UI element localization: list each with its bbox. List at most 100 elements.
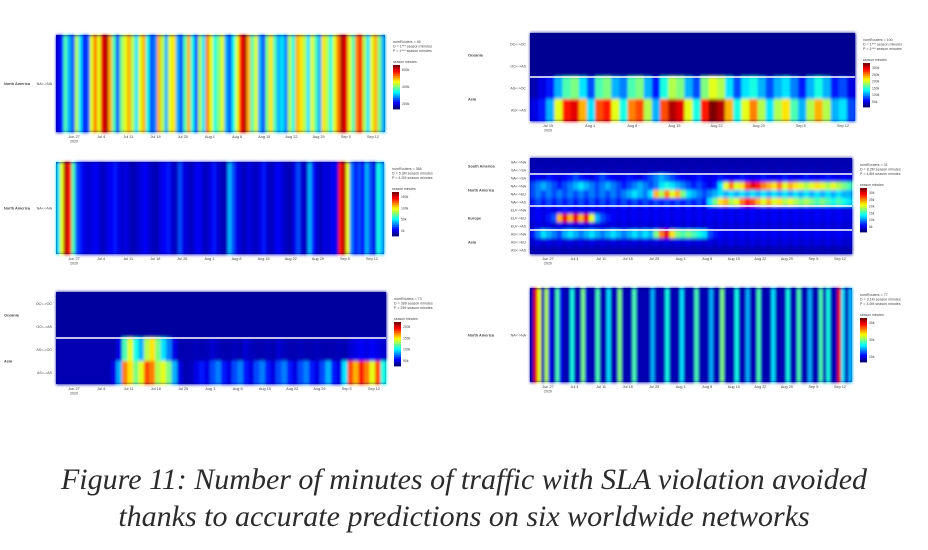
heatmap-cell bbox=[685, 198, 692, 207]
heatmap-cell bbox=[776, 190, 783, 199]
heatmap-cell bbox=[819, 238, 826, 247]
heatmap-cell bbox=[603, 99, 612, 122]
heatmap-cell bbox=[546, 166, 553, 175]
x-tick-label: Jul 4 bbox=[571, 257, 579, 261]
heatmap-cell bbox=[660, 33, 669, 56]
heatmap-cell bbox=[540, 198, 547, 207]
heatmap-multi-region: SA<->NA SA<->SA NA<->SA NA<->NA NA<->EU NA<->… bbox=[464, 152, 928, 270]
heatmap-cell bbox=[621, 166, 628, 175]
heatmap-cell bbox=[685, 206, 692, 215]
heatmap-cell bbox=[755, 158, 762, 167]
heatmap-cell bbox=[639, 288, 645, 383]
heatmap-cell bbox=[803, 238, 810, 247]
heatmap-cell bbox=[619, 33, 629, 56]
heatmap-cell bbox=[578, 246, 585, 255]
heatmap-cell bbox=[287, 35, 293, 133]
heatmap-cell bbox=[358, 35, 364, 133]
heatmap-cell bbox=[567, 246, 574, 255]
colorbar-swatch bbox=[860, 219, 867, 222]
heatmap-cell bbox=[741, 99, 750, 122]
heatmap-cell bbox=[798, 246, 805, 255]
colorbar-swatch bbox=[860, 224, 867, 227]
heatmap-cell bbox=[664, 238, 671, 247]
row-label: SA<->SA bbox=[511, 169, 527, 173]
heatmap-cell bbox=[221, 361, 228, 385]
colorbar-swatch bbox=[860, 334, 867, 337]
annotation-text: numRouters = 46 bbox=[393, 40, 421, 44]
heatmap-cell bbox=[122, 338, 129, 362]
colorbar-tick: 200k bbox=[402, 102, 410, 106]
x-tick-label: Sep 5 bbox=[808, 385, 818, 389]
heatmap-cell bbox=[766, 182, 773, 191]
heatmap-cell bbox=[631, 246, 638, 255]
heatmap-cell bbox=[123, 35, 128, 133]
heatmap-cell bbox=[583, 158, 590, 167]
heatmap-cell bbox=[717, 166, 724, 175]
heatmap-cell bbox=[220, 162, 225, 255]
heatmap-cell bbox=[787, 190, 794, 199]
heatmap-cell bbox=[583, 206, 590, 215]
x-tick-label: Aug 22 bbox=[285, 135, 297, 139]
heatmap-cell bbox=[530, 166, 536, 175]
heatmap-cell bbox=[94, 338, 101, 362]
heatmap-cell bbox=[231, 35, 237, 133]
heatmap-cell bbox=[605, 182, 612, 191]
heatmap-cell bbox=[648, 190, 655, 199]
heatmap-cell bbox=[72, 292, 79, 316]
heatmap-cell bbox=[723, 174, 730, 183]
heatmap-cell bbox=[546, 99, 555, 122]
heatmap-cell bbox=[637, 182, 644, 191]
heatmap-cell bbox=[809, 198, 816, 207]
heatmap-cell bbox=[841, 182, 848, 191]
heatmap-cell bbox=[764, 288, 769, 383]
colorbar-swatch bbox=[863, 68, 870, 71]
heatmap-cell bbox=[806, 33, 815, 56]
heatmap-cell bbox=[610, 206, 617, 215]
heatmap-cell bbox=[155, 292, 162, 316]
colorbar-swatch bbox=[392, 217, 399, 220]
colorbar-swatch bbox=[394, 342, 401, 345]
heatmap-cell bbox=[766, 206, 773, 215]
heatmap-cell bbox=[556, 166, 563, 175]
heatmap-cell bbox=[581, 288, 586, 383]
heatmap-cell bbox=[664, 198, 671, 207]
heatmap-cell bbox=[232, 361, 239, 385]
heatmap-cell bbox=[658, 174, 665, 183]
heatmap-cell bbox=[684, 33, 694, 56]
heatmap-cell bbox=[814, 190, 821, 199]
heatmap-cell bbox=[765, 33, 775, 56]
heatmap-cell bbox=[166, 361, 173, 385]
heatmap-cell bbox=[224, 35, 229, 133]
heatmap-cell bbox=[535, 190, 542, 199]
heatmap-cell bbox=[540, 182, 547, 191]
heatmap-cell bbox=[798, 238, 805, 247]
heatmap-cell bbox=[94, 162, 99, 255]
x-tick-label: Aug 15 bbox=[258, 257, 270, 261]
heatmap-cell bbox=[331, 315, 338, 339]
heatmap-cell bbox=[800, 288, 806, 383]
heatmap-cell bbox=[803, 174, 810, 183]
colorbar-title: season minutes bbox=[860, 183, 884, 187]
heatmap-cell bbox=[712, 182, 719, 191]
heatmap-cell bbox=[336, 361, 343, 385]
heatmap-cell bbox=[643, 77, 653, 100]
colorbar-swatch bbox=[860, 358, 867, 361]
heatmap-cell bbox=[100, 315, 107, 339]
heatmap-cell bbox=[664, 214, 671, 223]
heatmap-cell bbox=[178, 162, 183, 255]
heatmap-cell bbox=[226, 338, 233, 362]
row-label: AS<->OC bbox=[36, 348, 52, 352]
heatmap-cell bbox=[332, 35, 337, 133]
heatmap-cell bbox=[806, 99, 815, 122]
heatmap-cell bbox=[776, 238, 783, 247]
heatmap-cell bbox=[314, 315, 321, 339]
heatmap-cell bbox=[773, 33, 783, 56]
heatmap-cell bbox=[835, 222, 842, 231]
colorbar-tick: 15k bbox=[869, 211, 875, 215]
heatmap-cell bbox=[776, 206, 783, 215]
heatmap-cell bbox=[56, 162, 61, 255]
heatmap-cell bbox=[357, 162, 362, 255]
heatmap-cell bbox=[627, 55, 637, 78]
heatmap-cell bbox=[771, 214, 778, 223]
x-tick-label: Jul 18 bbox=[150, 135, 160, 139]
